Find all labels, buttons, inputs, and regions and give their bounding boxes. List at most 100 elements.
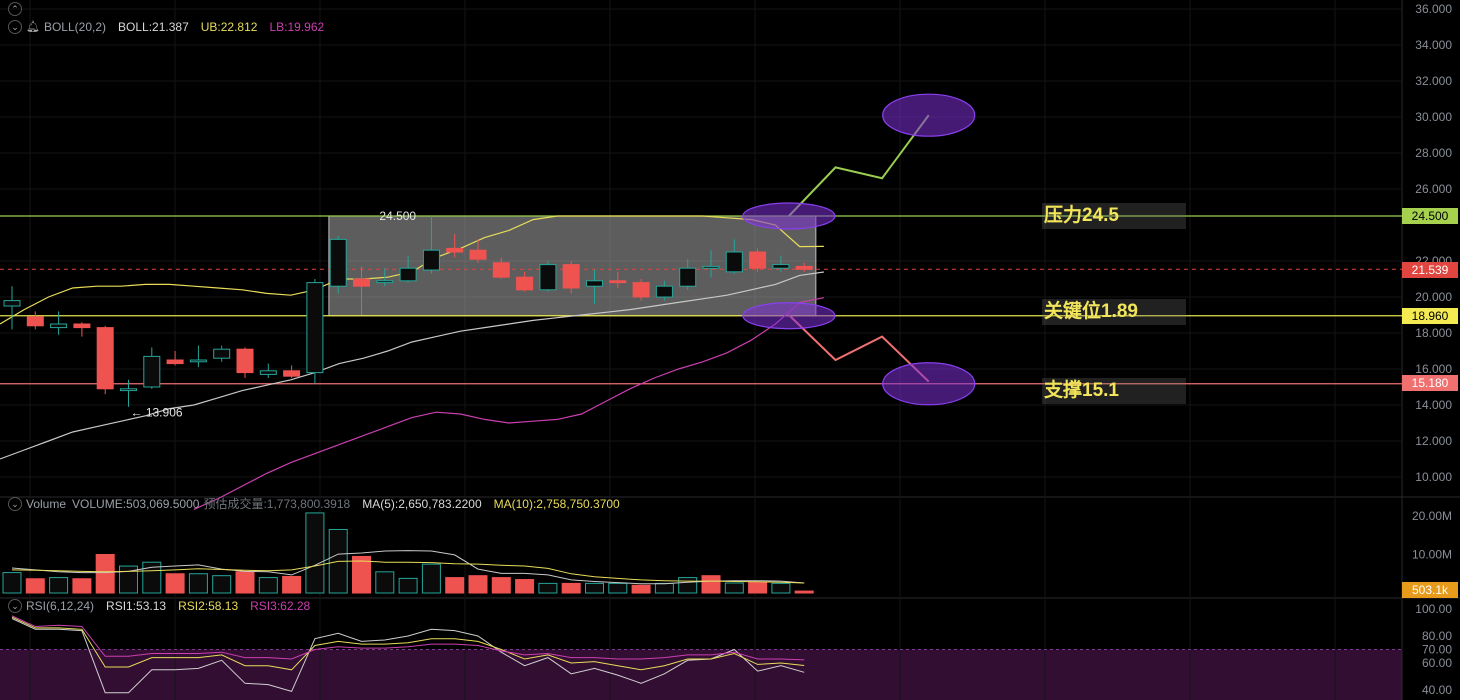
boll-legend: ⌄ 🔔︎ BOLL(20,2) BOLL:21.387 UB:22.812 LB… (8, 19, 332, 35)
rsi-legend: ⌄ RSI(6,12,24) RSI1:53.13 RSI2:58.13 RSI… (8, 598, 318, 614)
volume-estimate: 预估成交量:1,773,800.3918 (203, 497, 351, 511)
candle-body (143, 355, 161, 388)
candle-body (259, 370, 277, 375)
boll-value: BOLL:21.387 (118, 20, 189, 34)
volume-bar (119, 565, 138, 594)
candle-body (120, 388, 137, 392)
collapse-icon[interactable]: ⌄ (8, 497, 22, 511)
candle-body (749, 251, 767, 269)
volume-bar (445, 577, 465, 594)
candle-body (376, 280, 394, 284)
collapse-icon[interactable]: ⌄ (8, 20, 22, 34)
resistance-price-tag[interactable]: 24.500 (1402, 208, 1458, 224)
support-price-tag[interactable]: 15.180 (1402, 375, 1458, 391)
rsi3-line (11, 615, 805, 661)
rsi-axis-tick: 80.00 (1422, 629, 1452, 643)
volume-bar (212, 575, 232, 594)
volume-ma5-line (11, 550, 805, 585)
boll-indicator-name[interactable]: BOLL(20,2) (43, 20, 107, 34)
volume-bar (421, 563, 441, 594)
key-level-label: 关键位1.89 (1042, 299, 1186, 325)
candle-body (422, 249, 440, 271)
price-axis-tick: 16.000 (1415, 362, 1452, 376)
candle-body (632, 282, 650, 298)
collapse-icon[interactable]: ⌄ (8, 599, 22, 613)
candle-body (306, 282, 324, 374)
candle-body (73, 323, 91, 329)
volume-ma5: MA(5):2,650,783.2200 (362, 497, 482, 511)
resistance-label: 压力24.5 (1042, 203, 1186, 229)
rsi2-value: RSI2:58.13 (178, 599, 239, 613)
candle-body (329, 238, 347, 287)
candle-body (586, 280, 603, 287)
price-axis-tick: 12.000 (1415, 434, 1452, 448)
volume-bar (165, 573, 185, 594)
price-axis-tick: 10.000 (1415, 470, 1452, 484)
volume-price-tag[interactable]: 503.1k (1402, 582, 1458, 598)
volume-bar (25, 578, 45, 594)
volume-bar (771, 582, 791, 594)
volume-bar (282, 575, 302, 594)
volume-bar (585, 582, 604, 594)
boll-lb-value: LB:19.962 (269, 20, 325, 34)
candle-body (3, 300, 21, 307)
volume-bar (95, 554, 115, 594)
rsi1-line (11, 618, 805, 694)
volume-bar (794, 590, 814, 594)
price-axis-tick: 34.000 (1415, 38, 1452, 52)
candle-body (26, 316, 44, 327)
volume-bar (538, 582, 558, 594)
candle-body (399, 267, 417, 282)
candle-body (772, 264, 790, 269)
candle-body (609, 280, 627, 284)
volume-bar (631, 584, 651, 594)
rsi-indicator-name[interactable]: RSI(6,12,24) (26, 599, 95, 613)
rsi3-value: RSI3:62.28 (250, 599, 311, 613)
rsi-band (0, 649, 1402, 700)
volume-legend: ⌄ Volume VOLUME:503,069.5000 预估成交量:1,773… (8, 496, 628, 512)
candle-body (492, 262, 510, 278)
candle-body (562, 264, 580, 289)
volume-bar (678, 577, 698, 594)
volume-bar (258, 577, 278, 594)
rsi2-line (11, 616, 805, 671)
candle-body (469, 249, 487, 260)
candle-body (189, 359, 207, 363)
highlight-ellipse (882, 93, 976, 137)
last-price-tag[interactable]: 21.539 (1402, 262, 1458, 278)
candle-body (236, 348, 254, 374)
candle-body (702, 265, 720, 269)
price-axis-tick: 36.000 (1415, 2, 1452, 16)
bell-icon[interactable]: 🔔︎ (26, 21, 40, 33)
highlight-ellipse (742, 202, 836, 230)
high-mark-label: 24.500 (379, 209, 416, 223)
low-mark-label: ← 13.906 (131, 406, 183, 420)
key-level-price-tag[interactable]: 18.960 (1402, 308, 1458, 324)
boll-lower-line (193, 297, 825, 510)
volume-bar (398, 577, 418, 594)
support-label: 支撑15.1 (1042, 378, 1186, 404)
price-axis-tick: 32.000 (1415, 74, 1452, 88)
candle-body (516, 276, 534, 291)
rsi-axis-tick: 100.00 (1415, 602, 1452, 616)
volume-bar (305, 512, 325, 594)
boll-mid-line (0, 271, 824, 460)
volume-bar (235, 571, 255, 594)
candle-body (725, 251, 743, 273)
volume-ma10: MA(10):2,758,750.3700 (493, 497, 620, 511)
volume-bar (49, 577, 69, 594)
volume-bar (515, 579, 535, 594)
candle-body (539, 264, 557, 291)
candle-body (283, 370, 301, 377)
volume-bar (724, 582, 744, 594)
volume-bar (188, 573, 208, 594)
candle-body (213, 348, 231, 359)
collapse-icon[interactable]: ⌃ (8, 2, 22, 16)
volume-bar (561, 582, 581, 594)
rsi-axis-tick: 60.00 (1422, 656, 1452, 670)
candle-body (655, 285, 673, 298)
price-axis-tick: 20.000 (1415, 290, 1452, 304)
volume-indicator-name[interactable]: Volume (26, 497, 67, 511)
rsi1-value: RSI1:53.13 (106, 599, 167, 613)
